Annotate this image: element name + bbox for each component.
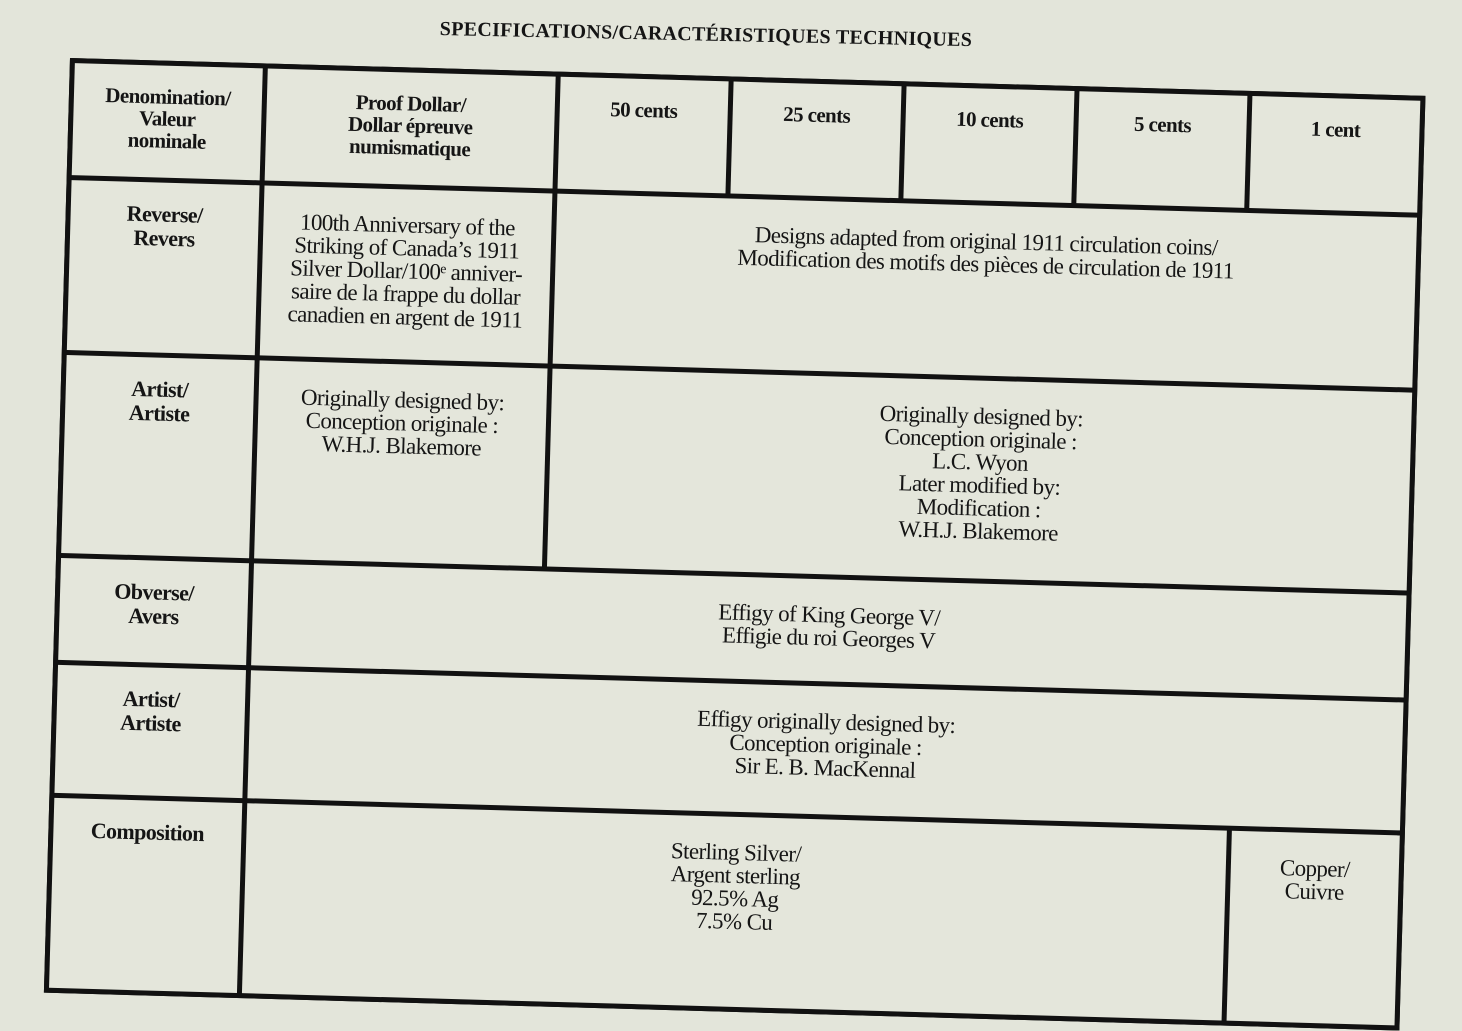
cell-line: 10 cents xyxy=(955,106,1024,133)
row-label-obverse: Obverse/Avers xyxy=(58,557,249,666)
specifications-table: Denomination/Valeur nominale Proof Dollar/… xyxy=(43,58,1426,1031)
header-column: 5 cents xyxy=(1076,91,1248,208)
cell-line: Cuivre xyxy=(1284,878,1345,905)
cell-line: Avers xyxy=(127,602,179,630)
obverse-artist-all: Effigy originally designed by: Conception… xyxy=(247,670,1404,831)
header-column: 50 cents xyxy=(557,76,729,194)
row-label-artist: Artist/Artiste xyxy=(61,355,255,559)
header-column: Proof Dollar/Dollar épreuve numismatique xyxy=(264,68,556,189)
header-denomination: Denomination/Valeur nominale xyxy=(71,63,263,181)
cell-line: 1 cent xyxy=(1310,116,1361,143)
artist-proof: Originally designed by: Conception origin… xyxy=(254,360,548,567)
cell-line: 5 cents xyxy=(1133,111,1192,138)
header-column: 1 cent xyxy=(1249,96,1421,213)
cell-line: nominale xyxy=(127,127,207,154)
header-column: 25 cents xyxy=(730,81,902,199)
cell-line: Revers xyxy=(133,224,195,252)
composition-copper: Copper/Cuivre xyxy=(1226,830,1400,1026)
artist-others: Originally designed by: Conception origin… xyxy=(546,368,1413,591)
header-column: 10 cents xyxy=(903,86,1075,204)
row-label-obverse-artist: Artist/Artiste xyxy=(54,664,246,799)
reverse-others: Designs adapted from original 1911 circu… xyxy=(552,193,1418,388)
row-label-reverse: Reverse/Revers xyxy=(66,180,260,356)
document-title: SPECIFICATIONS/CARACTÉRISTIQUES TECHNIQU… xyxy=(439,18,973,52)
composition-silver: Sterling Silver/Argent sterling 92.5% Ag 7… xyxy=(241,803,1227,1021)
cell-line: Artiste xyxy=(119,709,182,737)
cell-line: Composition xyxy=(90,817,205,847)
reverse-proof: 100th Anniversary of the Striking of Cana… xyxy=(259,185,553,364)
row-label-composition: Composition xyxy=(49,797,243,994)
cell-line: 25 cents xyxy=(782,101,851,128)
cell-line: Artiste xyxy=(128,399,190,427)
cell-line: 50 cents xyxy=(609,97,678,123)
